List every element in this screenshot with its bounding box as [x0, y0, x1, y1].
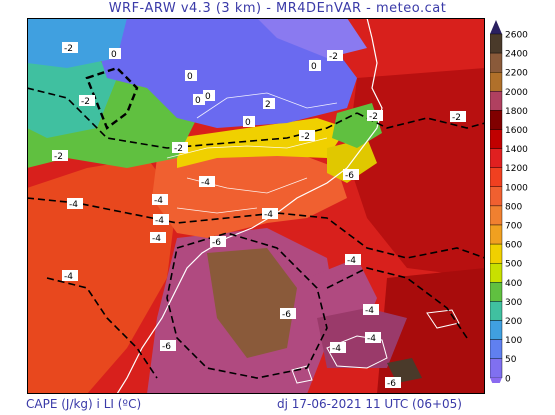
li-label: -2 [301, 132, 310, 142]
li-label: 0 [195, 96, 201, 106]
colorbar-box [490, 186, 503, 207]
li-label: -6 [212, 238, 221, 248]
colorbar-tick-label: 600 [505, 241, 522, 251]
li-label: -4 [347, 256, 356, 266]
li-label: -2 [452, 113, 461, 123]
colorbar-bottom-arrow [490, 377, 502, 383]
valid-time-label: dj 17-06-2021 11 UTC (06+05) [277, 397, 462, 411]
colorbar-tick-label: 500 [505, 260, 522, 270]
island-menorca [426, 309, 460, 329]
colorbar-box [490, 301, 503, 321]
li-label: 0 [187, 72, 193, 82]
coastline [116, 18, 383, 394]
colorbar-box [490, 224, 503, 245]
li-contour-minus6 [166, 232, 328, 379]
cape-colorbar: 2600240022002000180016001400120010008007… [490, 20, 528, 383]
colorbar-box [490, 52, 503, 73]
li-contour-minus4 [27, 197, 485, 259]
colorbar-tick-label: 100 [505, 336, 522, 346]
li-label: -4 [155, 216, 164, 226]
li-label: -4 [264, 210, 273, 220]
blue-area-light [257, 18, 367, 58]
colorbar-tick-label: 1800 [505, 107, 528, 117]
colorbar-top-arrow [490, 20, 502, 34]
island-mallorca [326, 335, 388, 369]
li-contour-minus4-east [326, 267, 468, 339]
li-label: -6 [345, 171, 354, 181]
brown-area [207, 248, 297, 358]
colorbar-box [490, 262, 503, 283]
colorbar-box [490, 320, 503, 340]
blue-area [97, 18, 357, 128]
li-label: -2 [369, 112, 378, 122]
li-label: -6 [282, 310, 291, 320]
colorbar-tick-label: 1000 [505, 183, 528, 193]
li-label: -2 [329, 52, 338, 62]
li-label: 0 [311, 62, 317, 72]
colorbar-tick-label: 1400 [505, 145, 528, 155]
li-label: -4 [367, 334, 376, 344]
li-contour-minus2-east [356, 112, 485, 129]
colorbar-tick-label: 50 [505, 355, 517, 365]
colorbar-box [490, 110, 503, 130]
colorbar-box [490, 205, 503, 226]
colorbar-box [490, 339, 503, 359]
colorbar-box [490, 148, 503, 168]
li-label: 0 [245, 118, 251, 128]
li-label: -4 [69, 200, 78, 210]
colorbar-tick-label: 2200 [505, 69, 528, 79]
colorbar-box [490, 129, 503, 149]
cape-li-map: 0 0 0 0 0 2 0 -2 -2 -2 -2 -2 -2 -2 -2 -4… [27, 18, 485, 394]
colorbar-tick-label: 1600 [505, 126, 528, 136]
colorbar-tick-label: 1200 [505, 164, 528, 174]
li-label: 0 [205, 92, 211, 102]
colorbar-tick-label: 0 [505, 374, 511, 383]
li-label: -4 [154, 196, 163, 206]
li-label: -2 [54, 152, 63, 162]
colorbar-tick-label: 700 [505, 222, 522, 232]
li-label: 0 [111, 50, 117, 60]
colorbar-box [490, 167, 503, 187]
colorbar-tick-label: 400 [505, 279, 522, 289]
li-label: 2 [265, 100, 271, 110]
colorbar-box [490, 282, 503, 302]
li-contour-minus2-north [27, 87, 358, 149]
li-label: -4 [332, 344, 341, 354]
variable-label: CAPE (J/kg) i LI (ºC) [26, 397, 142, 411]
colorbar-box [490, 91, 503, 111]
teal-area [27, 48, 117, 138]
li-label: -2 [81, 97, 90, 107]
li-label-group: 0 0 0 0 0 2 0 -2 -2 -2 -2 -2 -2 -2 -2 -4… [52, 42, 466, 389]
li-label: -4 [152, 234, 161, 244]
li-label: -6 [162, 342, 171, 352]
li-label: -4 [201, 178, 210, 188]
colorbar-tick-label: 200 [505, 317, 522, 327]
brown-island [387, 358, 422, 383]
li-label: -6 [387, 379, 396, 389]
island-ibiza [291, 365, 313, 384]
li-label: -4 [365, 306, 374, 316]
region-borders [166, 92, 338, 214]
li-label: -4 [64, 272, 73, 282]
colorbar-tick-label: 800 [505, 202, 522, 212]
colorbar-box [490, 72, 503, 92]
land-orange [152, 148, 347, 238]
li-contour-zero [85, 66, 139, 130]
li-contour-minus4-south [46, 277, 158, 379]
li-label: -2 [174, 144, 183, 154]
colorbar-tick-label: 300 [505, 298, 522, 308]
colorbar-box [490, 33, 503, 54]
colorbar-tick-label: 2000 [505, 88, 528, 98]
colorbar-tick-label: 2400 [505, 50, 528, 60]
orange-area-west [27, 158, 177, 394]
colorbar-tick-label: 2600 [505, 31, 528, 41]
colorbar-box [490, 358, 503, 379]
li-label: -2 [64, 44, 73, 54]
colorbar-box [490, 243, 503, 264]
map-title: WRF-ARW v4.3 (3 km) - MR4DEnVAR - meteo.… [108, 1, 447, 16]
